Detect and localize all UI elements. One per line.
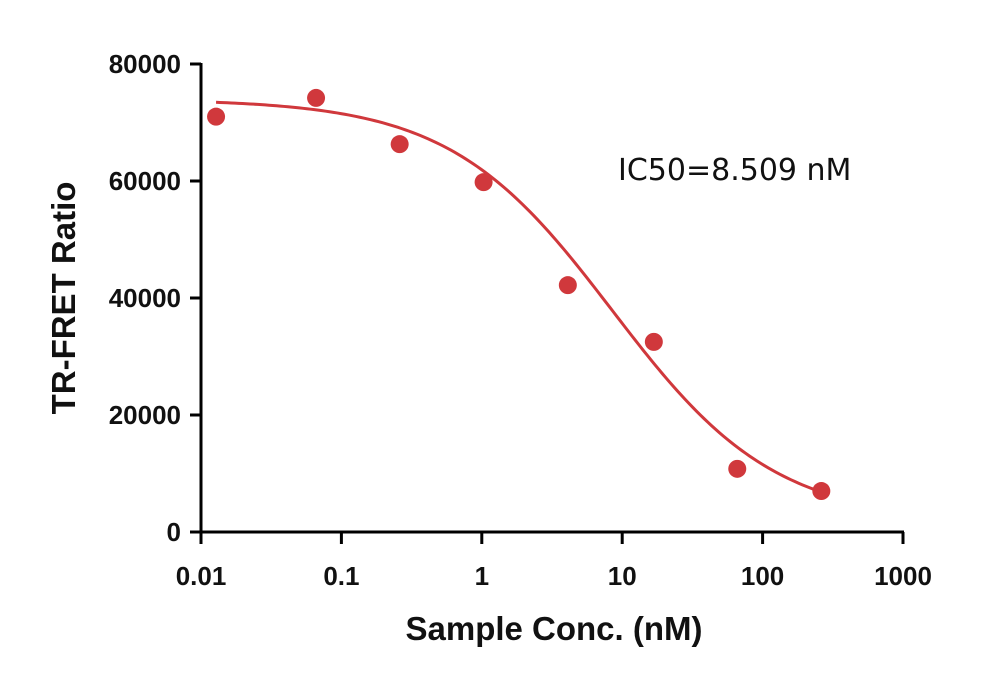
data-point xyxy=(558,276,577,295)
y-tick-label: 60000 xyxy=(109,166,181,196)
data-point xyxy=(307,88,326,107)
fit-curve xyxy=(215,100,822,494)
x-axis-title: Sample Conc. (nM) xyxy=(405,610,702,647)
x-axis-ticks: 0.01 0.1 1 10 100 1000 xyxy=(176,532,932,591)
data-point xyxy=(644,332,663,351)
y-axis-ticks: 0 20000 40000 60000 80000 xyxy=(109,49,201,547)
data-point xyxy=(207,107,226,126)
data-point xyxy=(390,135,409,154)
ic50-annotation: IC50=8.509 nM xyxy=(618,153,851,188)
plot-area: 0 20000 40000 60000 80000 0.01 0.1 1 10 100 1000 xyxy=(109,49,932,591)
x-tick-label: 1 xyxy=(475,561,489,591)
y-tick-label: 40000 xyxy=(109,283,181,313)
y-tick-label: 0 xyxy=(167,517,181,547)
x-tick-label: 0.1 xyxy=(323,561,359,591)
x-tick-label: 1000 xyxy=(874,561,932,591)
x-tick-label: 100 xyxy=(741,561,784,591)
y-axis-title: TR-FRET Ratio xyxy=(45,182,82,415)
data-point xyxy=(474,173,493,192)
y-tick-label: 80000 xyxy=(109,49,181,79)
data-point xyxy=(728,459,747,478)
data-point xyxy=(812,482,831,501)
data-points xyxy=(207,88,831,501)
x-tick-label: 10 xyxy=(608,561,637,591)
x-tick-label: 0.01 xyxy=(176,561,227,591)
y-tick-label: 20000 xyxy=(109,400,181,430)
